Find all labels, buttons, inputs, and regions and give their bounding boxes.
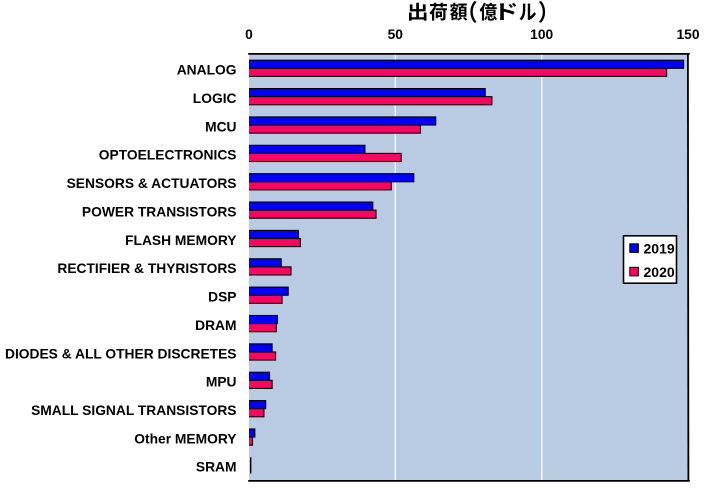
svg-text:SENSORS & ACTUATORS: SENSORS & ACTUATORS (67, 176, 237, 191)
svg-text:OPTOELECTRONICS: OPTOELECTRONICS (99, 148, 237, 163)
svg-text:DRAM: DRAM (195, 318, 236, 333)
svg-text:DIODES & ALL OTHER DISCRETES: DIODES & ALL OTHER DISCRETES (5, 346, 237, 361)
svg-text:POWER TRANSISTORS: POWER TRANSISTORS (82, 204, 237, 219)
svg-text:100: 100 (530, 27, 553, 42)
svg-text:0: 0 (245, 27, 253, 42)
svg-text:MPU: MPU (206, 375, 237, 390)
svg-text:MCU: MCU (205, 119, 236, 134)
svg-text:SRAM: SRAM (196, 460, 237, 475)
svg-text:ANALOG: ANALOG (177, 63, 237, 78)
svg-text:150: 150 (676, 27, 699, 42)
svg-text:50: 50 (388, 27, 404, 42)
svg-text:FLASH MEMORY: FLASH MEMORY (125, 233, 236, 248)
svg-text:DSP: DSP (208, 290, 236, 305)
svg-text:SMALL SIGNAL TRANSISTORS: SMALL SIGNAL TRANSISTORS (31, 403, 236, 418)
svg-text:2020: 2020 (644, 264, 675, 280)
svg-text:Other MEMORY: Other MEMORY (134, 431, 236, 446)
svg-text:RECTIFIER & THYRISTORS: RECTIFIER & THYRISTORS (57, 261, 236, 276)
svg-text:LOGIC: LOGIC (193, 91, 237, 106)
svg-text:2019: 2019 (644, 241, 675, 257)
